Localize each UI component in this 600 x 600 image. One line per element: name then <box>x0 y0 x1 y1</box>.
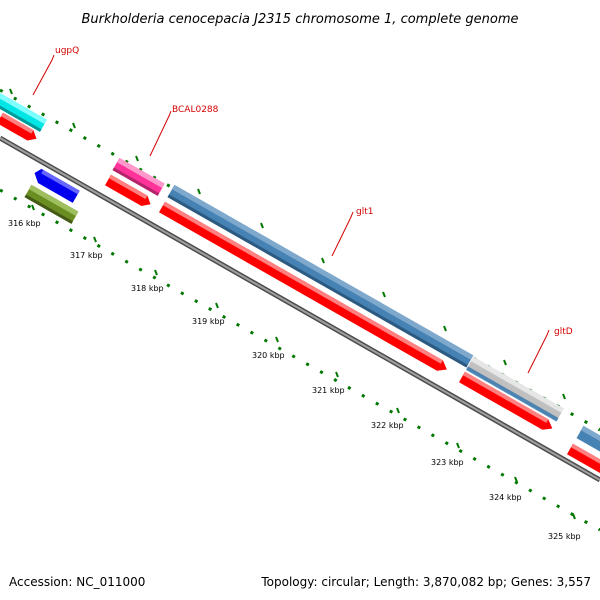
topology-text: Topology: circular; Length: 3,870,082 bp… <box>260 575 591 589</box>
gene-bcal0288[interactable] <box>112 157 165 196</box>
tick-label: 319 kbp <box>192 317 225 326</box>
gene-glt1[interactable] <box>167 184 474 368</box>
tick-label: 321 kbp <box>312 386 345 395</box>
tick-label: 324 kbp <box>489 493 522 502</box>
tick-label: 316 kbp <box>8 219 41 228</box>
cds-arrow-gltD[interactable] <box>459 371 555 434</box>
tick-label: 322 kbp <box>371 421 404 430</box>
tick-label: 325 kbp <box>548 532 581 541</box>
cds-arrow-next[interactable] <box>567 443 600 488</box>
gene-label-ugpq[interactable]: ugpQ <box>55 46 79 56</box>
gene-blue[interactable] <box>31 167 80 203</box>
tick-label: 323 kbp <box>431 458 464 467</box>
gene-next[interactable] <box>576 425 600 468</box>
backbone <box>0 135 600 483</box>
tick-label: 318 kbp <box>131 284 164 293</box>
gene-label-bcal0288[interactable]: BCAL0288 <box>172 105 219 115</box>
tick-label: 320 kbp <box>252 351 285 360</box>
cds-arrow-bcal0288[interactable] <box>105 174 154 210</box>
gene-olive[interactable] <box>24 184 79 224</box>
map-title: Burkholderia cenocepacia J2315 chromosom… <box>81 12 518 27</box>
cds-arrow-glt1[interactable] <box>159 201 450 375</box>
accession-text: Accession: NC_011000 <box>9 575 145 589</box>
gene-label-lines <box>32 54 550 374</box>
feature-track <box>0 89 600 468</box>
gene-label-glt1[interactable]: glt1 <box>356 207 373 217</box>
major-ticks <box>9 88 566 400</box>
gene-label-gltd[interactable]: gltD <box>554 327 573 337</box>
gene-gltD[interactable] <box>466 356 564 422</box>
inner-major-ticks <box>31 204 576 520</box>
small-gene-group <box>24 167 80 224</box>
tick-label: 317 kbp <box>70 251 103 260</box>
gene-ugpQ[interactable] <box>0 89 47 132</box>
outer-tick-track <box>0 88 600 432</box>
cds-arrow-ugpQ[interactable] <box>0 112 39 144</box>
cds-track <box>0 112 600 488</box>
inner-tick-track <box>0 188 600 532</box>
